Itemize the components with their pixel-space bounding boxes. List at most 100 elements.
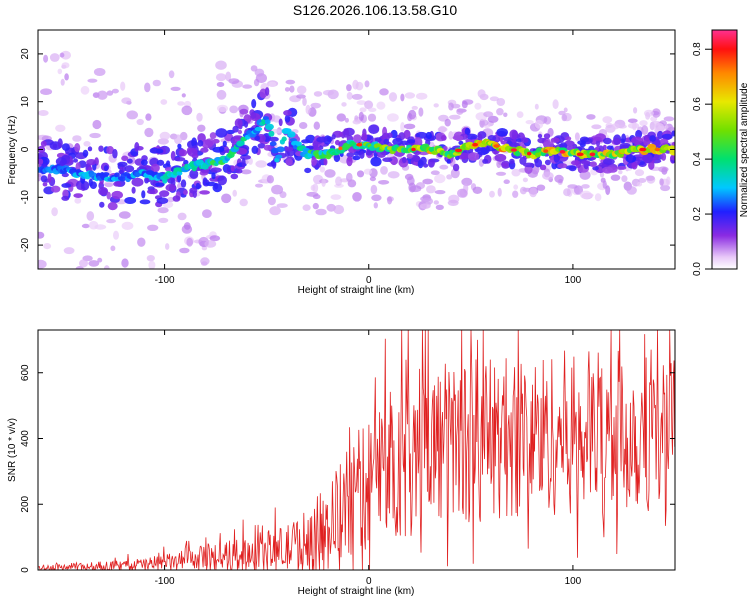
heatmap-cell xyxy=(73,193,83,199)
heatmap-cell xyxy=(670,154,675,161)
heatmap-cell xyxy=(266,175,274,184)
heatmap-cell xyxy=(51,207,58,217)
heatmap-cell xyxy=(539,164,547,171)
heatmap-cell xyxy=(267,196,276,206)
heatmap-cell xyxy=(234,118,243,128)
heatmap-cell xyxy=(482,158,489,164)
heatmap-cell xyxy=(496,108,504,116)
heatmap-cell xyxy=(352,79,359,90)
heatmap-cell xyxy=(635,129,643,139)
heatmap-cell xyxy=(418,107,424,117)
heatmap-cell xyxy=(111,190,123,200)
heatmap-cell xyxy=(593,136,602,141)
heatmap-cell xyxy=(438,125,447,134)
heatmap-cell xyxy=(141,190,146,199)
heatmap-cell xyxy=(177,212,187,221)
heatmap-cell xyxy=(285,79,296,85)
heatmap-cell xyxy=(134,142,140,152)
heatmap-cell xyxy=(602,180,607,189)
heatmap-cell xyxy=(235,168,243,174)
heatmap-cell xyxy=(472,142,478,147)
heatmap-cell xyxy=(156,197,169,204)
heatmap-cell xyxy=(352,155,361,161)
colorbar-tick-label: 0.6 xyxy=(692,97,703,111)
heatmap-cell xyxy=(99,201,105,208)
heatmap-cell xyxy=(477,133,483,142)
heatmap-cell xyxy=(183,159,189,165)
heatmap-cell xyxy=(88,260,100,267)
heatmap-cell xyxy=(359,150,365,159)
heatmap-cell xyxy=(433,103,439,108)
heatmap-cell xyxy=(137,237,146,247)
heatmap-cell xyxy=(403,123,416,130)
heatmap-cell xyxy=(361,132,368,141)
heatmap-cell xyxy=(400,140,409,145)
heatmap-cell xyxy=(335,176,343,186)
heatmap-cell xyxy=(351,93,363,100)
heatmap-cell xyxy=(114,172,120,178)
heatmap-cell xyxy=(456,108,464,115)
x-tick-label: 100 xyxy=(565,576,582,587)
heatmap-cell xyxy=(573,185,584,195)
heatmap-cell xyxy=(387,113,399,122)
heatmap-cell xyxy=(353,134,362,144)
heatmap-cell xyxy=(118,211,131,219)
heatmap-cell xyxy=(103,265,110,269)
heatmap-cell xyxy=(186,147,192,155)
heatmap-cell xyxy=(503,179,510,184)
heatmap-cell xyxy=(661,152,667,161)
heatmap-cell xyxy=(144,82,151,93)
heatmap-cell xyxy=(420,156,427,165)
heatmap-cell xyxy=(565,136,572,141)
heatmap-cell xyxy=(88,220,99,230)
heatmap-cell xyxy=(342,128,350,138)
heatmap-cell xyxy=(98,186,109,196)
heatmap-cell xyxy=(568,165,577,172)
heatmap-cell xyxy=(110,245,116,252)
heatmap-cell xyxy=(177,101,185,106)
heatmap-cell xyxy=(276,146,285,153)
heatmap-cell xyxy=(496,98,506,106)
heatmap-cell xyxy=(346,84,352,92)
heatmap-cell xyxy=(581,184,590,189)
heatmap-cell xyxy=(299,122,308,129)
heatmap-cell xyxy=(40,140,47,147)
heatmap-cell xyxy=(382,157,393,162)
heatmap-cell xyxy=(383,138,390,146)
heatmap-cell xyxy=(285,146,294,152)
heatmap-cell xyxy=(43,54,49,63)
heatmap-cell xyxy=(232,125,239,133)
heatmap-cell xyxy=(57,138,63,149)
heatmap-cell xyxy=(563,107,568,113)
heatmap-cell xyxy=(269,206,281,216)
heatmap-cell xyxy=(639,120,648,127)
heatmap-cell xyxy=(257,143,266,149)
heatmap-cell xyxy=(38,231,45,239)
heatmap-cell xyxy=(70,278,80,283)
y-tick-label: 600 xyxy=(20,364,31,381)
spectrogram-heatmap xyxy=(38,50,675,283)
heatmap-cell xyxy=(319,166,326,173)
heatmap-cell xyxy=(126,110,138,120)
heatmap-cell xyxy=(306,191,319,197)
heatmap-cell xyxy=(610,174,621,181)
heatmap-cell xyxy=(333,154,341,163)
heatmap-cell xyxy=(40,88,53,95)
heatmap-cell xyxy=(284,114,291,123)
heatmap-cell xyxy=(304,167,312,174)
heatmap-cell xyxy=(73,158,78,163)
heatmap-cell xyxy=(251,145,259,154)
heatmap-cell xyxy=(38,110,49,116)
heatmap-cell xyxy=(159,131,171,140)
heatmap-cell xyxy=(196,112,203,122)
y-tick-label: 10 xyxy=(20,96,31,108)
heatmap-cell xyxy=(519,156,527,165)
y-tick-label: -20 xyxy=(20,237,31,252)
heatmap-cell xyxy=(483,111,494,118)
heatmap-cell xyxy=(522,177,529,183)
heatmap-cell xyxy=(509,129,518,140)
heatmap-cell xyxy=(50,185,61,193)
heatmap-cell xyxy=(165,243,170,250)
heatmap-cell xyxy=(603,158,615,165)
heatmap-cell xyxy=(305,104,311,115)
